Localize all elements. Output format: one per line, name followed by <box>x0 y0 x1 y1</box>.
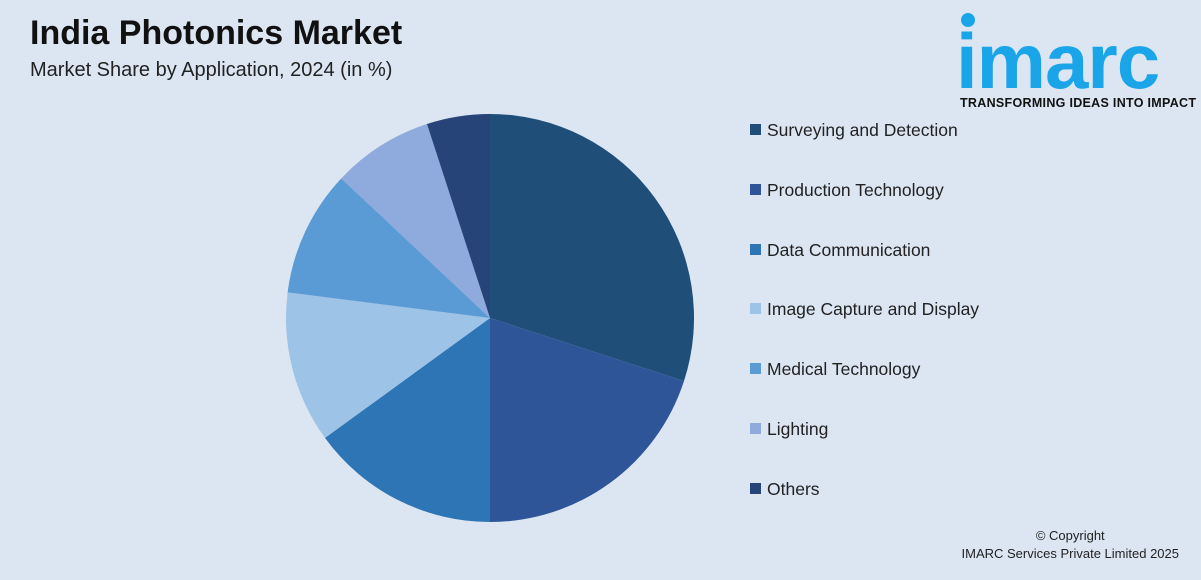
pie-slice-others <box>426 114 490 318</box>
logo-tagline: TRANSFORMING IDEAS INTO IMPACT <box>960 96 1197 110</box>
legend-label: Surveying and Detection <box>767 120 958 140</box>
imarc-logo: imarc TRANSFORMING IDEAS INTO IMPACT <box>958 12 1196 112</box>
legend-item: Data Communication <box>750 238 1050 298</box>
legend-swatch <box>750 482 761 494</box>
pie-slice-lighting <box>341 123 490 318</box>
chart-legend: Surveying and Detection Production Techno… <box>750 118 1050 537</box>
legend-item: Others <box>750 477 1050 537</box>
pie-slice-production-technology <box>490 318 685 522</box>
legend-label: Data Communication <box>767 239 931 260</box>
legend-label: Production Technology <box>767 179 944 200</box>
pie-slice-surveying-and-detection <box>490 114 694 382</box>
wordmark-text: imarc <box>958 17 1159 94</box>
copyright-line-2: IMARC Services Private Limited 2025 <box>961 546 1179 561</box>
legend-item: Lighting <box>750 417 1050 477</box>
pie-slice-data-communication <box>324 318 490 522</box>
legend-label: Medical Technology <box>767 359 921 380</box>
pie-slice-medical-technology <box>287 178 490 318</box>
chart-title: India Photonics Market <box>30 14 403 52</box>
pie-chart <box>286 114 694 522</box>
legend-item: Production Technology <box>750 178 1050 238</box>
legend-swatch <box>750 363 761 375</box>
imarc-wordmark: imarc <box>958 13 1160 94</box>
legend-item: Medical Technology <box>750 357 1050 417</box>
legend-label: Image Capture and Display <box>767 299 980 320</box>
legend-swatch <box>750 422 761 434</box>
chart-subtitle: Market Share by Application, 2024 (in %) <box>30 59 393 81</box>
legend-item: Image Capture and Display <box>750 297 1050 357</box>
legend-swatch <box>750 243 761 255</box>
legend-label: Others <box>767 478 820 499</box>
legend-swatch <box>750 183 761 195</box>
pie-slice-image-capture-and-display <box>286 292 490 438</box>
legend-swatch <box>750 124 761 135</box>
copyright-line-1: © Copyright <box>1035 528 1105 543</box>
copyright-notice: © Copyright IMARC Services Private Limit… <box>962 527 1179 563</box>
legend-label: Lighting <box>767 418 829 439</box>
legend-swatch <box>750 303 761 315</box>
legend-item: Surveying and Detection <box>750 118 1050 178</box>
